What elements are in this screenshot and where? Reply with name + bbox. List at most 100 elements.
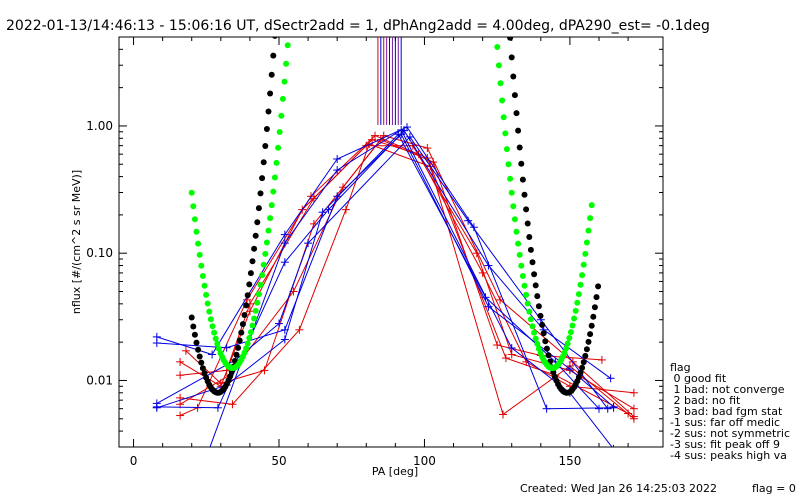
fit-point (246, 281, 253, 288)
y-axis-label: nflux [#/(cm^2 s sr MeV)] (70, 170, 83, 314)
fit-point (513, 228, 520, 235)
fit-curve (188, 42, 595, 372)
fit-point (214, 340, 221, 347)
fit-point (593, 294, 600, 301)
fit-point (272, 37, 278, 39)
fit-point (527, 246, 534, 253)
legend-entry: 2 bad: no fit (670, 394, 741, 407)
data-point-marker (565, 365, 574, 374)
fit-point (575, 291, 582, 298)
x-tick-label: 150 (558, 454, 581, 468)
fit-point (539, 321, 546, 328)
fit-point (260, 159, 267, 166)
legend-entry: -2 sus: not symmetric (670, 427, 790, 440)
data-point-marker (423, 144, 432, 153)
data-point-marker (542, 404, 551, 413)
fit-point (524, 220, 531, 227)
fit-point (540, 330, 547, 337)
fit-point (527, 316, 534, 323)
fit-point (529, 323, 536, 330)
fit-point (572, 307, 579, 314)
fit-point (519, 273, 526, 279)
data-series (152, 123, 618, 413)
fit-point (249, 258, 256, 265)
fit-point (244, 340, 251, 347)
fit-point (507, 175, 514, 182)
data-point-marker (613, 444, 615, 447)
fit-point (199, 365, 206, 372)
chart-title: 2022-01-13/14:46:13 - 15:06:16 UT, dSect… (6, 18, 710, 34)
fit-point (196, 251, 203, 258)
fit-point (243, 345, 250, 352)
y-tick-label: 0.01 (86, 373, 113, 387)
data-point-marker (208, 350, 217, 359)
fit-point (227, 373, 234, 380)
fit-point (582, 250, 589, 257)
fit-point (203, 291, 210, 298)
fit-point (577, 369, 584, 376)
fit-point (188, 314, 195, 321)
fit-point (284, 42, 291, 49)
legend-entry: 0 good fit (670, 372, 727, 385)
fit-point (275, 144, 282, 151)
fit-point (537, 312, 544, 319)
fit-point (588, 322, 595, 329)
fit-point (259, 272, 266, 279)
data-point-marker (176, 411, 185, 420)
fit-point (583, 239, 590, 246)
axis-ticks: 0 50 100 150 0.01 0.10 1.00 (86, 36, 663, 468)
fit-point (238, 329, 245, 336)
fit-point (270, 188, 277, 195)
fit-point (502, 130, 509, 137)
fit-point (511, 92, 518, 99)
data-point-marker (275, 319, 283, 328)
data-point-marker (478, 268, 487, 277)
fit-point (590, 313, 597, 320)
fit-point (500, 114, 507, 121)
fit-point (513, 110, 520, 117)
created-timestamp: Created: Wed Jan 26 14:25:03 2022 (520, 482, 717, 495)
fit-point (273, 159, 280, 166)
fit-point (510, 73, 517, 80)
fit-point (518, 262, 525, 269)
fit-point (244, 292, 251, 299)
fit-point (524, 300, 531, 307)
fit-point (195, 240, 202, 247)
fit-point (207, 316, 214, 323)
data-point-marker (493, 340, 502, 349)
fit-point (531, 329, 538, 336)
data-point-marker (629, 388, 638, 397)
data-point-marker (368, 135, 377, 144)
data-point-marker (341, 205, 350, 214)
fit-point (515, 127, 522, 134)
fit-point (591, 304, 598, 311)
fit-point (201, 370, 208, 377)
fit-point (579, 364, 586, 371)
y-tick-label: 1.00 (86, 119, 113, 133)
fit-point (526, 308, 533, 315)
fit-point (201, 282, 208, 289)
fit-point (262, 143, 269, 149)
fit-point (233, 351, 240, 358)
fit-point (529, 259, 536, 266)
fit-point (259, 175, 266, 182)
data-point-marker (280, 258, 289, 267)
data-point-marker (318, 208, 327, 217)
fit-point (526, 234, 533, 240)
data-point-marker (333, 154, 342, 163)
x-tick-label: 50 (271, 454, 286, 468)
fit-point (566, 335, 573, 341)
data-point-marker (152, 399, 161, 408)
data-point-marker (304, 239, 313, 248)
fit-point (190, 203, 197, 210)
fit-point (574, 299, 581, 306)
data-point-marker (507, 343, 516, 352)
fit-point (191, 216, 198, 223)
data-point-marker (464, 216, 473, 225)
data-point-marker (609, 402, 618, 411)
fit-point (193, 228, 200, 235)
fit-point (534, 340, 541, 347)
fit-point (243, 302, 250, 309)
fit-point (580, 359, 587, 366)
fit-point (263, 239, 270, 246)
